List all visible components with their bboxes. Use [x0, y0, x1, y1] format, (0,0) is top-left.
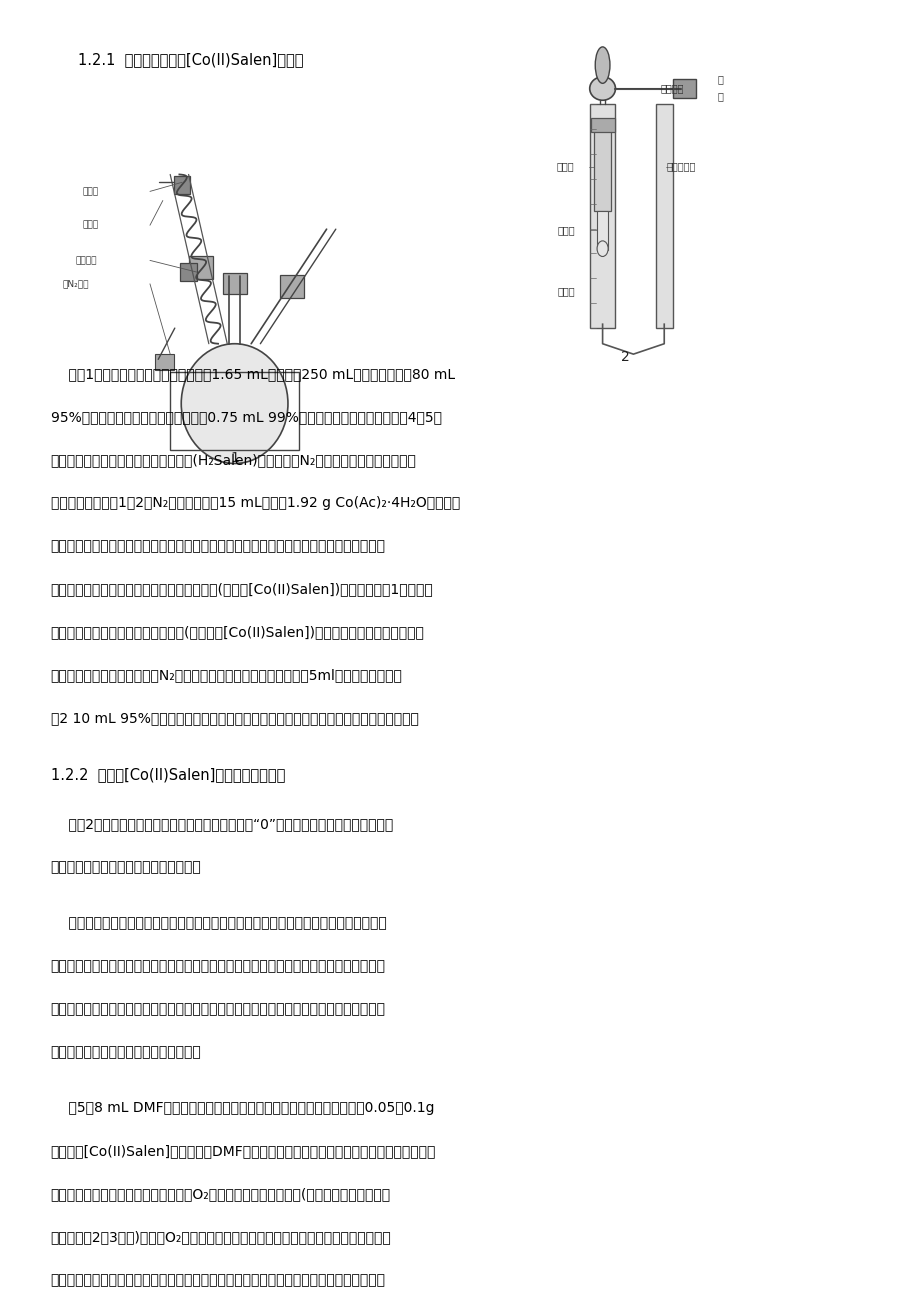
Text: 2: 2 [620, 350, 630, 363]
Text: 95%的乙醇。在搅拌下，用移液管移厖0.75 mL 99%的乙二胺于该三颈瓶中，反劔4～5分: 95%的乙醇。在搅拌下，用移液管移厖0.75 mL 99%的乙二胺于该三颈瓶中，… [51, 410, 441, 424]
Bar [222, 273, 246, 294]
Text: 棕色粘状沉淠全部转变为暗红色结晶(非活性型[Co(II)Salen])。将热水浴换成冷水浴，待反: 棕色粘状沉淠全部转变为暗红色结晶(非活性型[Co(II)Salen])。将热水浴… [51, 625, 424, 639]
Bar [155, 354, 174, 370]
Text: 支试管: 支试管 [556, 161, 573, 172]
Text: 以赶尽附着在胶管和量气管内壁的气泡。: 以赶尽附着在胶管和量气管内壁的气泡。 [51, 861, 201, 875]
Text: 使量气管及支试管与氧气瓶相通。通入O₂以赶尽整个体系内的空气(此时应慢慢上下移动水: 使量气管及支试管与氧气瓶相通。通入O₂以赶尽整个体系内的空气(此时应慢慢上下移动… [51, 1187, 391, 1202]
Text: 非活性型[Co(II)Salen]，此时严禁DMF进入小试管。微开盖支试管的塞子，旋转三通活塞，: 非活性型[Co(II)Salen]，此时严禁DMF进入小试管。微开盖支试管的塞子… [51, 1144, 436, 1159]
Text: 1.2.2  配合物[Co(II)Salen]吸收氧气量的测定: 1.2.2 配合物[Co(II)Salen]吸收氧气量的测定 [51, 767, 285, 783]
Text: 入水柄: 入水柄 [83, 221, 99, 229]
Text: 盖好支试管的塞子，旋转三通活塞使量气管与支试管相通，且成一个密闭系统。把水准: 盖好支试管的塞子，旋转三通活塞使量气管与支试管相通，且成一个密闭系统。把水准 [51, 917, 386, 931]
Text: 1: 1 [230, 452, 239, 465]
Text: 按图2安装好他器，往量气管内装水至略低于刻度“0”的位置，上下移动水准调节器，: 按图2安装好他器，往量气管内装水至略低于刻度“0”的位置，上下移动水准调节器， [51, 818, 392, 832]
Text: 剸5～8 mL DMF放进支试管中。用分析天平在干燥的小试管中准确称厖0.05～0.1g: 剸5～8 mL DMF放进支试管中。用分析天平在干燥的小试管中准确称厖0.05～… [51, 1101, 434, 1116]
Ellipse shape [595, 47, 609, 83]
Text: 小试管: 小试管 [557, 225, 574, 236]
Text: 按图1安装好制备装置。用移液管移厖1.65 mL水杨醒于250 mL三颈瓶中，加入80 mL: 按图1安装好制备装置。用移液管移厖1.65 mL水杨醒于250 mL三颈瓶中，加… [51, 367, 454, 381]
Text: 接水封: 接水封 [83, 187, 99, 195]
Bar [180, 263, 197, 281]
Bar [188, 255, 212, 280]
Text: 酸钔溶液于三颈瓶中，立即生成棕色粘状沉淠(活性型[Co(II)Salen])。搅拌、回流1小时后，: 酸钔溶液于三颈瓶中，立即生成棕色粘状沉淠(活性型[Co(II)Salen])。搅… [51, 582, 433, 596]
Text: 后，待三颈瓶中的亮黄色片状结晶全部溶解，且反应体系达到溶剂回流温度时，迅速加入醉: 后，待三颈瓶中的亮黄色片状结晶全部溶解，且反应体系达到溶剂回流温度时，迅速加入醉 [51, 539, 385, 553]
Bar [174, 176, 190, 194]
Text: 水准调节器: 水准调节器 [666, 161, 696, 172]
Bar [590, 118, 614, 132]
Bar [655, 104, 672, 328]
Ellipse shape [596, 241, 607, 256]
Bar [170, 372, 299, 450]
Text: 搅水龙头: 搅水龙头 [75, 256, 96, 264]
Text: 接N₂钢瓶: 接N₂钢瓶 [62, 280, 89, 288]
Text: 调节器下移一段距离，并固定在一定的位置上。如果量气管中的液面只在开始时稍有下降，: 调节器下移一段距离，并固定在一定的位置上。如果量气管中的液面只在开始时稍有下降， [51, 960, 385, 974]
Text: 随即维持恒定，说明装置不漏气。如果液面继续下降，则应检查接口处是否密闭。经检查与: 随即维持恒定，说明装置不漏气。如果液面继续下降，则应检查接口处是否密闭。经检查与 [51, 1003, 385, 1017]
Text: 节流速为每秒放出1～2个N₂气泡。将溶于15 mL热水的1.92 g Co(Ac)₂·4H₂O溶液放冷: 节流速为每秒放出1～2个N₂气泡。将溶于15 mL热水的1.92 g Co(Ac… [51, 496, 460, 510]
Bar [279, 275, 303, 298]
Text: 应体系冷至室温时，停止通入N₂，关闭氮气钙瓶。抖滤结晶，分别用5ml水洗涤沉淠三次，: 应体系冷至室温时，停止通入N₂，关闭氮气钙瓶。抖滤结晶，分别用5ml水洗涤沉淠三… [51, 668, 402, 682]
Text: 三通活塞: 三通活塞 [660, 83, 684, 94]
Ellipse shape [589, 77, 615, 100]
Text: 气: 气 [717, 91, 722, 102]
Bar [594, 128, 610, 211]
Text: 使支试管与量气管成一密闭系统，关闭氧气钙瓶。使水准调节器和量气管的液面保持同一水: 使支试管与量气管成一密闭系统，关闭氧气钙瓶。使水准调节器和量气管的液面保持同一水 [51, 1273, 385, 1288]
Text: 准调节器劘2～3分钟)，并使O₂充满整个体系。迅速盖好支试管的塞子，且旋转三通活塞: 准调节器劘2～3分钟)，并使O₂充满整个体系。迅速盖好支试管的塞子，且旋转三通活… [51, 1230, 391, 1245]
Text: 用2 10 mL 95%的乙醇洗涤沉淠，抖干。用红外灯干燥产品，称量干燥产品并计算收率。: 用2 10 mL 95%的乙醇洗涤沉淠，抖干。用红外灯干燥产品，称量干燥产品并计… [51, 711, 418, 725]
Ellipse shape [181, 344, 288, 464]
Text: 氧: 氧 [717, 74, 722, 85]
Text: 量气管: 量气管 [557, 286, 574, 297]
Bar [596, 211, 607, 250]
Text: 钟，生成亮黄色片状双水杨醒缩乙二胺(H₂Salen)结晶。通入N₂以赶尽装置中的空气，再调: 钟，生成亮黄色片状双水杨醒缩乙二胺(H₂Salen)结晶。通入N₂以赶尽装置中的… [51, 453, 416, 467]
Bar [589, 104, 615, 328]
Text: 调整后，再重复实验，直至不漏气为止。: 调整后，再重复实验，直至不漏气为止。 [51, 1046, 201, 1060]
Bar [673, 79, 695, 98]
Text: 1.2.1  非活性型配合物[Co(II)Salen]的制备: 1.2.1 非活性型配合物[Co(II)Salen]的制备 [78, 52, 303, 68]
